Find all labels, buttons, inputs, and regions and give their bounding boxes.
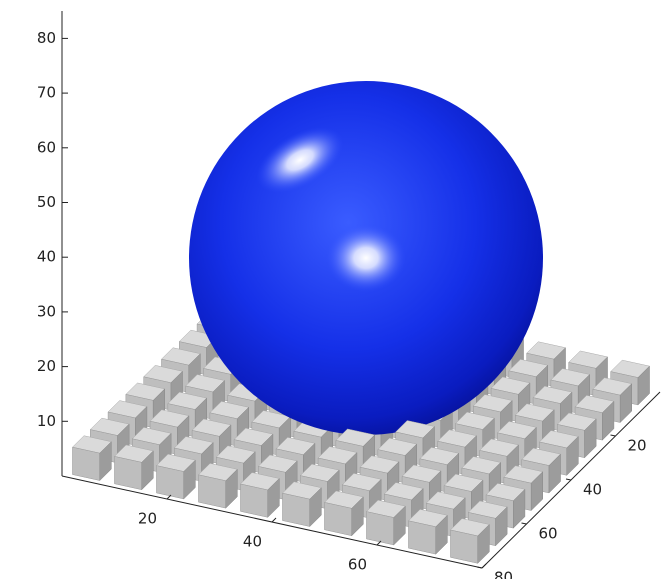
x-tick-label: 20 bbox=[138, 510, 157, 528]
cube bbox=[282, 482, 321, 527]
cube bbox=[240, 473, 279, 518]
z-tick-label: 10 bbox=[37, 412, 56, 430]
cube bbox=[324, 491, 363, 536]
cube-side bbox=[408, 521, 435, 554]
y-tick-label: 60 bbox=[539, 525, 558, 543]
cube bbox=[198, 463, 237, 508]
highlight bbox=[326, 224, 406, 292]
cube-side bbox=[450, 530, 477, 563]
cube-side bbox=[72, 447, 99, 480]
y-tick bbox=[566, 479, 571, 480]
z-tick-label: 70 bbox=[37, 84, 56, 102]
cube-side bbox=[324, 502, 351, 535]
cube-side bbox=[240, 484, 267, 517]
y-tick-label: 20 bbox=[628, 437, 647, 455]
cube-side bbox=[198, 475, 225, 508]
z-tick-label: 50 bbox=[37, 193, 56, 211]
cube bbox=[450, 519, 489, 564]
y-tick bbox=[522, 523, 527, 524]
cube-side bbox=[114, 456, 141, 489]
cube bbox=[114, 445, 153, 490]
cube bbox=[408, 509, 447, 554]
cube bbox=[366, 500, 405, 545]
z-tick-label: 20 bbox=[37, 357, 56, 375]
cube bbox=[72, 436, 111, 481]
cube-side bbox=[282, 493, 309, 526]
z-tick-label: 40 bbox=[37, 248, 56, 266]
y-tick bbox=[477, 567, 482, 568]
y-tick-label: 40 bbox=[583, 481, 602, 499]
y-tick bbox=[611, 435, 616, 436]
z-tick-label: 30 bbox=[37, 302, 56, 320]
page: {"chart_data": {"type": "surface3d", "xl… bbox=[0, 0, 666, 579]
x-tick bbox=[482, 564, 486, 568]
z-tick-label: 60 bbox=[37, 138, 56, 156]
cube-side bbox=[156, 466, 183, 499]
chart: 10203040506070802040608020406080 bbox=[0, 0, 666, 579]
y-tick-label: 80 bbox=[494, 569, 513, 579]
x-tick-label: 60 bbox=[348, 556, 367, 574]
x-tick-label: 40 bbox=[243, 533, 262, 551]
cube bbox=[156, 454, 195, 499]
cube-side bbox=[366, 512, 393, 545]
x-tick bbox=[272, 518, 276, 522]
sphere bbox=[189, 81, 543, 435]
z-tick-label: 80 bbox=[37, 29, 56, 47]
